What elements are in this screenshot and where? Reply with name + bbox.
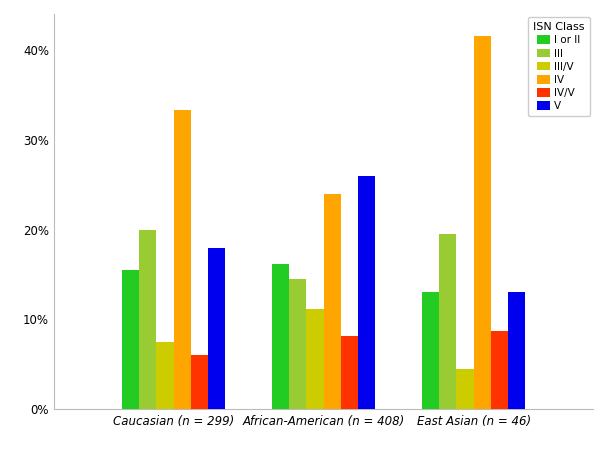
Bar bbox=[289, 279, 306, 409]
Bar bbox=[208, 247, 226, 409]
Legend: I or II, III, III/V, IV, IV/V, V: I or II, III, III/V, IV, IV/V, V bbox=[528, 17, 590, 116]
Bar bbox=[491, 331, 508, 409]
Bar bbox=[122, 270, 139, 409]
Bar bbox=[174, 110, 191, 409]
Bar bbox=[474, 36, 491, 409]
Bar bbox=[306, 309, 324, 409]
Bar bbox=[324, 193, 341, 409]
Bar bbox=[191, 355, 208, 409]
Bar bbox=[341, 336, 358, 409]
Bar bbox=[272, 264, 289, 409]
Bar bbox=[439, 234, 456, 409]
Bar bbox=[508, 292, 525, 409]
Bar bbox=[139, 230, 157, 409]
Bar bbox=[422, 292, 439, 409]
Bar bbox=[456, 369, 474, 409]
Bar bbox=[358, 176, 376, 409]
Bar bbox=[157, 342, 174, 409]
